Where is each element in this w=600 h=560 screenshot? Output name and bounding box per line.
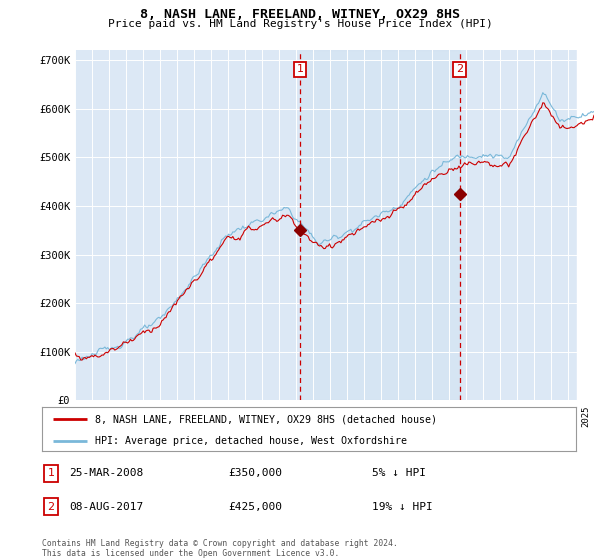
- Text: £425,000: £425,000: [228, 502, 282, 512]
- Bar: [300, 50, 460, 400]
- Text: 19% ↓ HPI: 19% ↓ HPI: [372, 502, 433, 512]
- Text: 1: 1: [296, 64, 304, 74]
- Text: 8, NASH LANE, FREELAND, WITNEY, OX29 8HS (detached house): 8, NASH LANE, FREELAND, WITNEY, OX29 8HS…: [95, 414, 437, 424]
- Text: £350,000: £350,000: [228, 468, 282, 478]
- Bar: [577, 50, 594, 400]
- Text: Price paid vs. HM Land Registry's House Price Index (HPI): Price paid vs. HM Land Registry's House …: [107, 19, 493, 29]
- Text: 2: 2: [456, 64, 463, 74]
- Text: 8, NASH LANE, FREELAND, WITNEY, OX29 8HS: 8, NASH LANE, FREELAND, WITNEY, OX29 8HS: [140, 8, 460, 21]
- Text: 08-AUG-2017: 08-AUG-2017: [69, 502, 143, 512]
- Text: HPI: Average price, detached house, West Oxfordshire: HPI: Average price, detached house, West…: [95, 436, 407, 446]
- Text: Contains HM Land Registry data © Crown copyright and database right 2024.
This d: Contains HM Land Registry data © Crown c…: [42, 539, 398, 558]
- Text: 5% ↓ HPI: 5% ↓ HPI: [372, 468, 426, 478]
- Text: 1: 1: [47, 468, 55, 478]
- Text: 2: 2: [47, 502, 55, 512]
- Text: 25-MAR-2008: 25-MAR-2008: [69, 468, 143, 478]
